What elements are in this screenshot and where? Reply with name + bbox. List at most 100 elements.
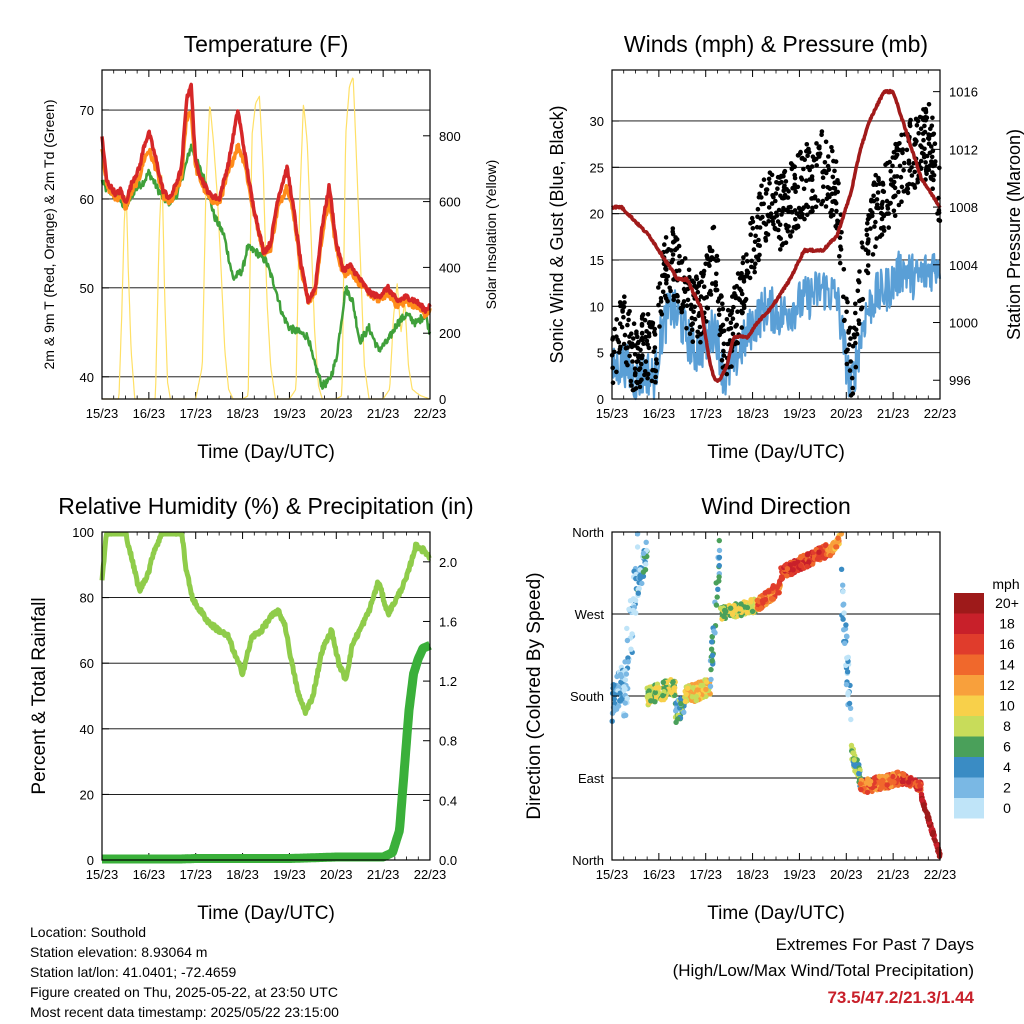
gust-point	[782, 183, 787, 189]
gust-point	[720, 306, 726, 312]
extremes-title: Extremes For Past 7 Days	[775, 935, 974, 954]
gust-point	[879, 202, 885, 207]
gust-point	[855, 288, 861, 294]
x-tick-label: 19/23	[783, 406, 816, 421]
gust-point	[928, 126, 933, 132]
gust-point	[654, 357, 659, 362]
direction-point	[856, 771, 862, 777]
gust-point	[753, 233, 758, 239]
gust-point	[631, 387, 637, 393]
direction-point	[844, 655, 850, 661]
gust-point	[721, 353, 727, 358]
gust-point	[908, 117, 913, 123]
gust-point	[879, 232, 885, 237]
direction-point	[776, 590, 782, 596]
plot-frame	[611, 531, 941, 861]
direction-point	[863, 780, 869, 786]
direction-point	[670, 679, 676, 685]
gust-point	[844, 361, 850, 367]
gust-point	[923, 160, 928, 165]
y-axis-label: 2m & 9m T (Red, Orange) & 2m Td (Green)	[41, 100, 57, 370]
gust-point	[653, 379, 658, 385]
direction-point	[648, 698, 654, 704]
gust-point	[730, 316, 736, 322]
chart-title: Winds (mph) & Pressure (mb)	[624, 31, 928, 57]
x-tick-label: 22/23	[924, 406, 957, 421]
gust-point	[656, 302, 661, 308]
gust-point	[610, 380, 616, 386]
gust-point	[635, 345, 641, 351]
direction-point	[629, 631, 635, 637]
gust-point	[837, 253, 842, 259]
gust-point	[631, 321, 637, 327]
gust-point	[864, 232, 870, 238]
direction-point	[635, 590, 641, 596]
direction-point	[660, 692, 666, 699]
y2-tick-label: 1008	[949, 200, 978, 215]
gust-point	[841, 267, 847, 272]
y-tick-label: 60	[80, 656, 94, 671]
direction-point	[747, 599, 754, 605]
gust-point	[744, 252, 749, 257]
gust-point	[652, 332, 658, 337]
gust-point	[846, 330, 851, 335]
gust-point	[847, 342, 852, 348]
gust-point	[612, 349, 617, 355]
gust-point	[897, 163, 903, 169]
gust-point	[776, 227, 781, 233]
gust-point	[856, 279, 862, 285]
gust-point	[622, 332, 628, 338]
gust-point	[637, 384, 643, 390]
direction-point	[708, 646, 715, 652]
gust-point	[892, 213, 898, 218]
gust-point	[858, 306, 864, 312]
gust-point	[796, 205, 802, 211]
gust-point	[812, 194, 818, 199]
gust-point	[625, 322, 630, 328]
gust-point	[636, 354, 641, 360]
gust-point	[689, 327, 695, 333]
gust-point	[639, 377, 644, 383]
gust-point	[686, 267, 692, 273]
gust-point	[780, 241, 786, 246]
gust-point	[708, 288, 713, 294]
y2-tick-label: 200	[439, 326, 461, 341]
legend-swatch	[954, 716, 984, 737]
gust-point	[918, 158, 924, 164]
gust-point	[704, 319, 709, 324]
direction-point	[628, 646, 634, 652]
gust-point	[713, 280, 718, 285]
gust-point	[634, 331, 639, 337]
direction-point	[646, 688, 652, 694]
gust-point	[660, 289, 666, 295]
direction-point	[840, 582, 846, 588]
gust-point	[899, 132, 904, 138]
direction-point	[835, 535, 841, 541]
gust-point	[798, 209, 803, 215]
direction-point	[924, 814, 931, 821]
direction-point	[624, 625, 630, 632]
gust-point	[866, 213, 871, 218]
gust-point	[828, 214, 834, 219]
legend-label: 14	[999, 657, 1015, 673]
x-axis-label: Time (Day/UTC)	[707, 442, 845, 463]
direction-point	[643, 539, 649, 545]
gust-point	[697, 324, 703, 330]
x-tick-label: 19/23	[273, 406, 306, 421]
direction-point	[798, 562, 804, 569]
x-tick-label: 21/23	[877, 867, 910, 882]
x-axis-label: Time (Day/UTC)	[707, 903, 845, 924]
gust-point	[663, 266, 668, 271]
gust-point	[786, 189, 791, 194]
gust-point	[725, 341, 730, 347]
gust-point	[662, 273, 667, 279]
legend-swatch	[954, 593, 984, 614]
gust-point	[924, 164, 930, 170]
gust-point	[735, 271, 741, 276]
gust-point	[921, 151, 926, 157]
gust-point	[819, 129, 825, 134]
legend-swatch	[954, 695, 984, 716]
y-tick-label: 40	[80, 370, 94, 385]
gust-point	[835, 221, 840, 226]
direction-point	[652, 689, 658, 696]
